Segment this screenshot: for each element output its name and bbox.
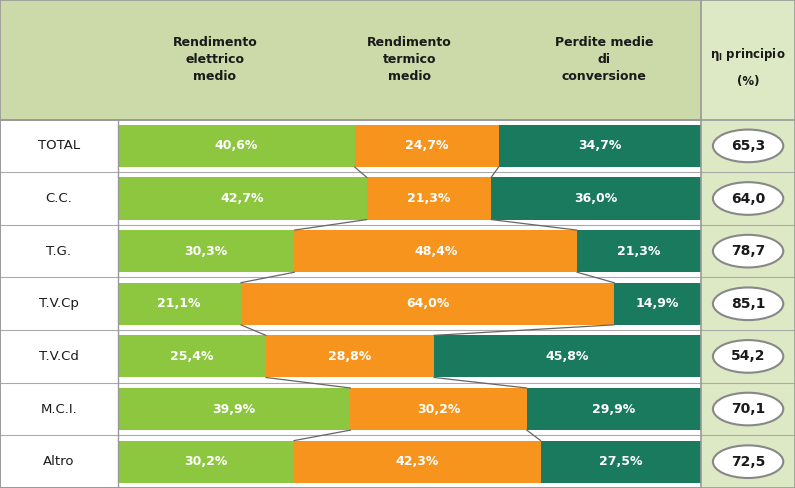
- Text: 14,9%: 14,9%: [636, 297, 680, 310]
- Text: 85,1: 85,1: [731, 297, 766, 311]
- Ellipse shape: [713, 182, 783, 215]
- Text: 28,8%: 28,8%: [328, 350, 371, 363]
- Bar: [118, 441, 294, 483]
- Text: 29,9%: 29,9%: [592, 403, 635, 416]
- Ellipse shape: [713, 340, 783, 373]
- Text: 45,8%: 45,8%: [546, 350, 589, 363]
- Text: TOTAL: TOTAL: [38, 140, 80, 152]
- Text: T.G.: T.G.: [46, 244, 72, 258]
- Bar: [118, 125, 355, 167]
- Text: 36,0%: 36,0%: [575, 192, 618, 205]
- Text: M.C.I.: M.C.I.: [41, 403, 77, 416]
- Bar: [701, 383, 795, 435]
- Text: 27,5%: 27,5%: [599, 455, 642, 468]
- Text: 30,2%: 30,2%: [417, 403, 460, 416]
- Ellipse shape: [713, 235, 783, 267]
- Bar: [0, 172, 701, 225]
- Bar: [118, 283, 241, 325]
- Bar: [615, 283, 701, 325]
- Bar: [355, 125, 498, 167]
- Text: 78,7: 78,7: [731, 244, 766, 258]
- Text: 30,2%: 30,2%: [184, 455, 227, 468]
- Bar: [0, 120, 701, 172]
- Text: 25,4%: 25,4%: [170, 350, 214, 363]
- Bar: [541, 441, 701, 483]
- Text: $\mathbf{\eta_I}$ principio: $\mathbf{\eta_I}$ principio: [710, 46, 786, 63]
- Bar: [701, 278, 795, 330]
- Text: T.V.Cd: T.V.Cd: [39, 350, 79, 363]
- Bar: [0, 435, 701, 488]
- Text: 64,0%: 64,0%: [405, 297, 449, 310]
- Bar: [701, 330, 795, 383]
- Text: (%): (%): [737, 75, 759, 88]
- Bar: [701, 225, 795, 278]
- Ellipse shape: [713, 446, 783, 478]
- Bar: [701, 172, 795, 225]
- Bar: [0, 383, 701, 435]
- Text: 40,6%: 40,6%: [215, 140, 258, 152]
- Text: 34,7%: 34,7%: [578, 140, 622, 152]
- Text: 72,5: 72,5: [731, 455, 766, 468]
- Text: T.V.Cp: T.V.Cp: [39, 297, 79, 310]
- Text: Perdite medie
di
conversione: Perdite medie di conversione: [555, 36, 653, 83]
- Bar: [118, 178, 366, 220]
- Text: 21,1%: 21,1%: [157, 297, 201, 310]
- Text: 48,4%: 48,4%: [414, 244, 457, 258]
- Text: 30,3%: 30,3%: [184, 244, 227, 258]
- Bar: [701, 0, 795, 120]
- Text: 65,3: 65,3: [731, 139, 766, 153]
- Bar: [294, 441, 541, 483]
- Bar: [491, 178, 701, 220]
- Bar: [701, 435, 795, 488]
- Text: Rendimento
elettrico
medio: Rendimento elettrico medio: [173, 36, 258, 83]
- Text: 42,7%: 42,7%: [220, 192, 264, 205]
- Text: C.C.: C.C.: [45, 192, 72, 205]
- Bar: [0, 225, 701, 278]
- Text: Rendimento
termico
medio: Rendimento termico medio: [367, 36, 452, 83]
- Bar: [0, 120, 701, 488]
- Bar: [701, 120, 795, 172]
- Ellipse shape: [713, 393, 783, 426]
- Text: 39,9%: 39,9%: [212, 403, 256, 416]
- Text: 21,3%: 21,3%: [407, 192, 451, 205]
- Text: 24,7%: 24,7%: [405, 140, 448, 152]
- Text: 54,2: 54,2: [731, 349, 766, 364]
- Text: Altro: Altro: [43, 455, 75, 468]
- Bar: [266, 335, 434, 378]
- Bar: [118, 230, 294, 272]
- Text: 42,3%: 42,3%: [396, 455, 439, 468]
- Bar: [0, 330, 701, 383]
- Bar: [351, 388, 527, 430]
- Ellipse shape: [713, 287, 783, 320]
- Bar: [498, 125, 701, 167]
- Text: 21,3%: 21,3%: [618, 244, 661, 258]
- Bar: [0, 278, 701, 330]
- Bar: [577, 230, 701, 272]
- Bar: [294, 230, 577, 272]
- Text: 70,1: 70,1: [731, 402, 766, 416]
- Text: 64,0: 64,0: [731, 191, 766, 205]
- Bar: [434, 335, 701, 378]
- Bar: [366, 178, 491, 220]
- Bar: [118, 335, 266, 378]
- Ellipse shape: [713, 129, 783, 162]
- Bar: [241, 283, 615, 325]
- Bar: [118, 388, 351, 430]
- Bar: [527, 388, 701, 430]
- Bar: [0, 0, 795, 120]
